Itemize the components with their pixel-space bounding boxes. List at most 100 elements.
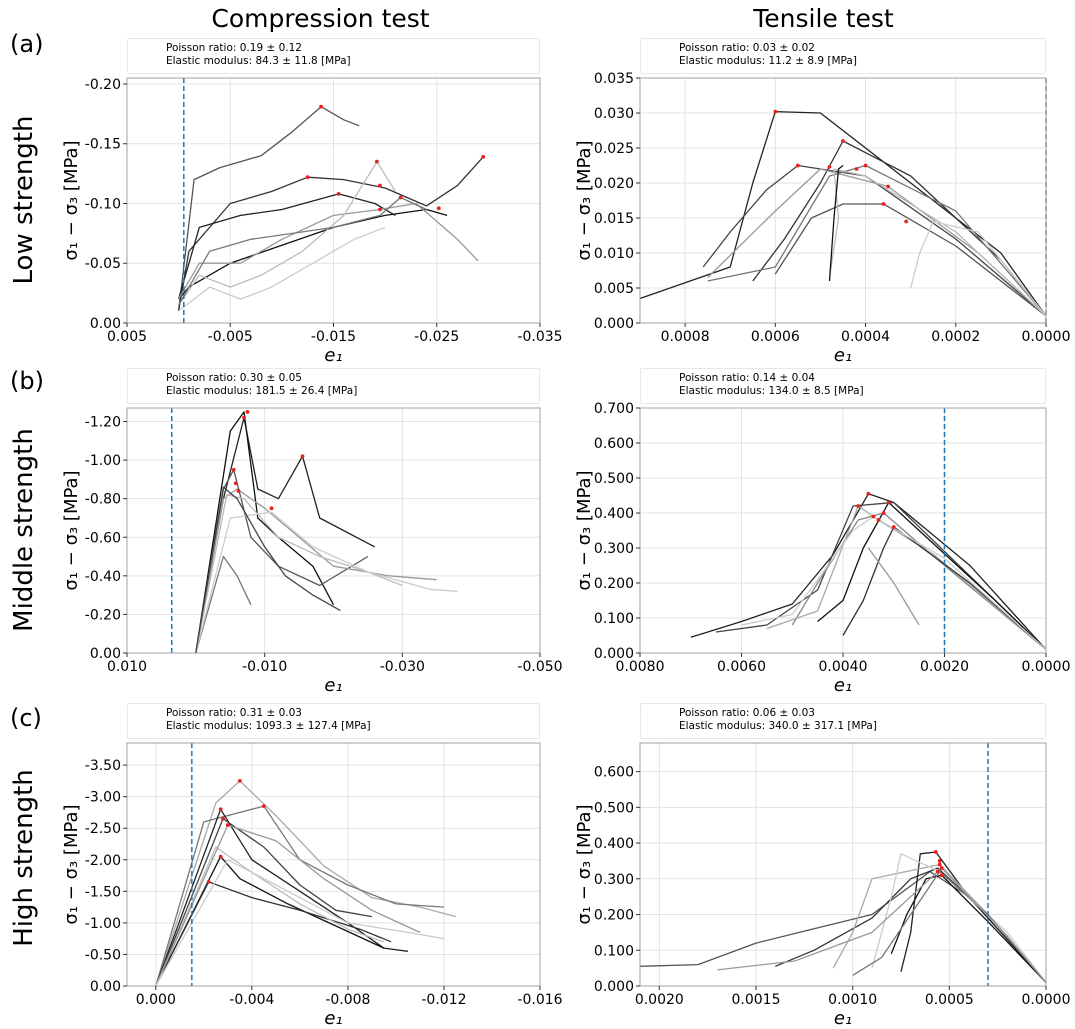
x-tick-label: -0.015: [311, 329, 356, 345]
series-line-5: [774, 203, 1047, 317]
y-tick-label: 0.000: [594, 646, 634, 662]
series-line-1: [195, 411, 335, 654]
series-line-6: [828, 168, 1047, 317]
y-axis-label: σ₁ − σ₃ [MPa]: [574, 140, 595, 260]
y-tick-label: 0.00: [90, 316, 121, 332]
x-tick-label: 0.0008: [661, 329, 710, 345]
peak-marker-0: [933, 850, 938, 854]
y-tick-label: 0.200: [594, 908, 634, 924]
poisson-ratio: Poisson ratio: 0.03 ± 0.02: [679, 42, 815, 54]
peak-marker-8: [378, 183, 382, 188]
peak-marker-2: [939, 866, 944, 870]
y-tick-label: 0.005: [594, 281, 634, 297]
stats-box-middle-tensile: Poisson ratio: 0.14 ± 0.04 Elastic modul…: [640, 368, 1046, 404]
peak-marker-1: [245, 409, 250, 414]
panel-label-a: (a): [10, 30, 44, 58]
elastic-modulus: Elastic modulus: 340.0 ± 317.1 [MPa]: [679, 720, 877, 732]
y-tick-label: 0.300: [594, 872, 634, 888]
x-tick-label: 0.0080: [616, 659, 665, 675]
series-line-0: [195, 416, 376, 654]
peak-marker-3: [231, 467, 236, 472]
y-tick-label: 0.00: [90, 979, 121, 995]
elastic-modulus: Elastic modulus: 1093.3 ± 127.4 [MPa]: [166, 720, 371, 732]
poisson-ratio: Poisson ratio: 0.14 ± 0.04: [679, 372, 815, 384]
x-tick-label: -0.016: [517, 992, 562, 1008]
peak-marker-4: [233, 481, 238, 486]
x-tick-label: 0.0040: [819, 659, 868, 675]
elastic-modulus: Elastic modulus: 11.2 ± 8.9 [MPa]: [679, 55, 857, 67]
series-line-2: [178, 208, 448, 300]
peak-marker-3: [374, 159, 379, 164]
peak-marker-1: [305, 175, 310, 180]
series-line-7: [155, 824, 421, 987]
series-line-3: [791, 512, 1047, 651]
y-tick-label: -2.50: [85, 821, 121, 837]
y-tick-label: -0.40: [85, 569, 121, 585]
poisson-ratio: Poisson ratio: 0.31 ± 0.03: [166, 707, 302, 719]
chart-panel-3: 0.000 0.100 0.200 0.300 0.400 0.500 0.600 0.700…: [574, 401, 1071, 696]
y-tick-label: 0.400: [594, 836, 634, 852]
series-line-5: [178, 161, 396, 306]
stats-box-high-compression: Poisson ratio: 0.31 ± 0.03 Elastic modul…: [127, 703, 540, 739]
series-line-8: [155, 859, 445, 987]
y-tick-label: -0.50: [85, 947, 121, 963]
stats-box-high-tensile: Poisson ratio: 0.06 ± 0.03 Elastic modul…: [640, 703, 1046, 739]
peak-marker-3: [881, 511, 886, 515]
elastic-modulus: Elastic modulus: 84.3 ± 11.8 [MPa]: [166, 55, 351, 67]
x-tick-label: 0.0000: [1022, 992, 1071, 1008]
peak-marker-0: [319, 104, 324, 109]
chart-panel-1: 0.000 0.005 0.010 0.015 0.020 0.025 0.030 0.035…: [574, 71, 1071, 366]
series-line-7: [195, 486, 341, 654]
y-tick-label: 0.010: [594, 246, 634, 262]
peak-marker-5: [937, 859, 942, 863]
y-tick-label: 0.015: [594, 211, 634, 227]
series-line-6: [741, 515, 1047, 650]
y-tick-label: -0.05: [85, 256, 121, 272]
series-line-3: [177, 193, 396, 300]
x-tick-label: -0.012: [421, 992, 466, 1008]
peak-marker-2: [300, 454, 305, 459]
series-line-5: [155, 881, 392, 987]
column-title-compression: Compression test: [211, 4, 430, 33]
series-line-2: [900, 851, 1047, 983]
x-axis-label: e₁: [834, 675, 852, 696]
y-tick-label: 0.00: [90, 646, 121, 662]
stats-box-middle-compression: Poisson ratio: 0.30 ± 0.05 Elastic modul…: [127, 368, 540, 404]
y-tick-label: 0.000: [594, 316, 634, 332]
y-tick-label: -1.00: [85, 453, 121, 469]
peak-marker-0: [237, 778, 242, 783]
y-tick-label: 0.100: [594, 943, 634, 959]
y-axis-label: σ₁ − σ₃ [MPa]: [61, 804, 82, 924]
plot-area: [640, 78, 1046, 323]
poisson-ratio: Poisson ratio: 0.06 ± 0.03: [679, 707, 815, 719]
peak-marker-5: [886, 184, 891, 189]
x-tick-label: 0.0015: [732, 992, 781, 1008]
x-axis-label: e₁: [324, 345, 342, 366]
x-tick-label: 0.0002: [931, 329, 980, 345]
column-title-tensile: Tensile test: [753, 4, 894, 33]
x-tick-label: -0.010: [242, 659, 287, 675]
y-tick-label: -0.15: [85, 137, 121, 153]
series-line-0: [177, 106, 360, 312]
x-tick-label: -0.025: [414, 329, 459, 345]
series-line-1: [716, 501, 1047, 650]
plot-frame: [639, 77, 1047, 324]
y-tick-label: -3.50: [85, 758, 121, 774]
series-line-7: [178, 226, 386, 312]
y-tick-label: 0.500: [594, 471, 634, 487]
y-tick-label: 0.500: [594, 800, 634, 816]
y-tick-label: -0.60: [85, 530, 121, 546]
peak-marker-0: [242, 415, 246, 420]
series-line-1: [177, 156, 484, 312]
plot-area: [640, 743, 1046, 986]
y-tick-label: 0.100: [594, 611, 634, 627]
peak-marker-3: [221, 816, 225, 821]
y-tick-label: 0.025: [594, 141, 634, 157]
panel-label-b: (b): [10, 367, 44, 395]
peak-marker-4: [378, 207, 382, 212]
peak-marker-6: [436, 206, 441, 211]
peak-marker-3: [935, 869, 940, 874]
chart-panel-0: 0.00 -0.05 -0.10 -0.15 -0.20 0.005 -0.005 -0.01…: [61, 77, 563, 366]
peak-marker-4: [876, 518, 881, 522]
peak-marker-1: [218, 807, 223, 812]
